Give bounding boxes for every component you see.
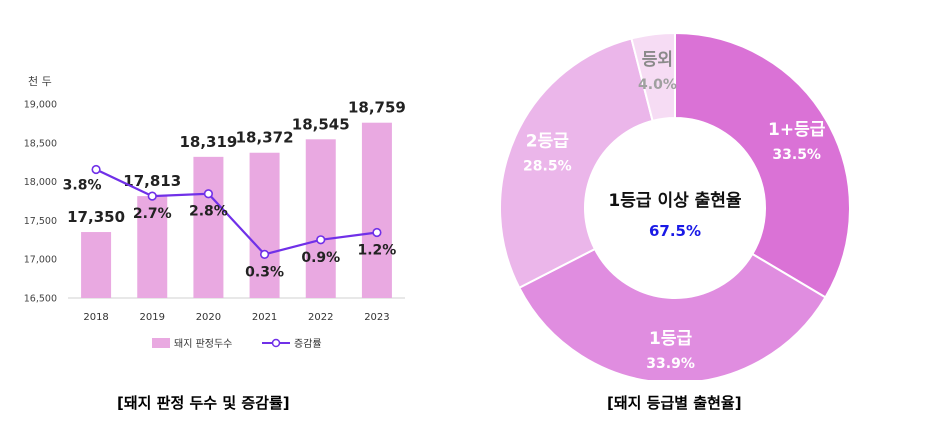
- donut-center-title: 1등급 이상 출현율: [608, 191, 742, 211]
- growth-rate-line: [95, 168, 378, 256]
- x-tick-label: 2018: [83, 312, 108, 323]
- bar-value-label: 18,372: [236, 129, 294, 147]
- bar: [305, 139, 336, 298]
- line-point: [259, 249, 270, 259]
- line-point: [91, 164, 101, 175]
- y-tick-label: 19,000: [24, 100, 57, 111]
- donut-slice: [674, 31, 851, 299]
- bar-value-label: 17,350: [67, 208, 125, 226]
- legend-swatch-bars: [152, 338, 170, 348]
- slice-label: 1+등급: [768, 120, 826, 140]
- legend-swatch-marker: [271, 338, 281, 348]
- line-value-label: 0.3%: [245, 264, 284, 280]
- donut-slice: [630, 31, 676, 123]
- y-tick-label: 17,500: [24, 216, 57, 227]
- y-tick-label: 18,500: [24, 138, 57, 149]
- x-tick-label: 2022: [308, 312, 333, 323]
- line-point: [203, 189, 214, 199]
- line-point: [316, 235, 326, 245]
- y-tick-label: 18,000: [24, 177, 57, 188]
- bar: [137, 196, 168, 298]
- slice-value-label: 33.9%: [646, 356, 695, 372]
- x-tick-label: 2023: [364, 312, 389, 323]
- bar-value-label: 18,319: [179, 133, 237, 151]
- bar: [361, 122, 392, 298]
- donut-slice: [499, 37, 654, 290]
- slice-value-label: 4.0%: [638, 77, 677, 93]
- unit-label: 천 두: [28, 74, 52, 88]
- bar: [249, 152, 280, 298]
- bar-value-label: 18,545: [292, 115, 350, 133]
- donut-slice: [517, 247, 827, 380]
- line-point: [372, 227, 382, 238]
- y-tick-label: 17,000: [24, 255, 57, 266]
- slice-label: 등외: [642, 50, 673, 70]
- slice-label: 1등급: [649, 329, 692, 349]
- bar-value-label: 17,813: [123, 172, 181, 190]
- line-value-label: 2.7%: [133, 206, 172, 222]
- line-value-label: 2.8%: [189, 204, 228, 220]
- slice-value-label: 33.5%: [772, 147, 821, 163]
- slice-value-label: 28.5%: [523, 159, 572, 175]
- donut-chart: 1+등급 33.5% 1등급 33.9% 2등급 28.5% 등외 4.0% 1등급 이상 출현…: [499, 31, 851, 380]
- line-point: [147, 191, 157, 201]
- x-tick-label: 2020: [196, 312, 221, 323]
- line-value-label: 0.9%: [301, 250, 340, 266]
- x-tick-label: 2021: [252, 312, 277, 323]
- legend-label-line: 증감률: [294, 338, 322, 350]
- donut-chart-caption: [돼지 등급별 출현율]: [607, 394, 742, 412]
- bar: [193, 156, 224, 298]
- slice-label: 2등급: [526, 132, 569, 152]
- bar-value-label: 18,759: [348, 99, 406, 117]
- donut-center-value: 67.5%: [649, 222, 701, 240]
- bar: [81, 232, 112, 298]
- bar-line-chart: 천 두 16,500 17,000 17,500 18,000 18,500 19,000 1…: [24, 74, 406, 350]
- legend-label-bars: 돼지 판정두수: [174, 338, 232, 350]
- bar-chart-caption: [돼지 판정 두수 및 증감률]: [117, 394, 290, 412]
- line-value-label: 3.8%: [63, 177, 102, 193]
- line-value-label: 1.2%: [358, 243, 397, 259]
- y-tick-label: 16,500: [24, 294, 57, 305]
- x-tick-label: 2019: [140, 312, 165, 323]
